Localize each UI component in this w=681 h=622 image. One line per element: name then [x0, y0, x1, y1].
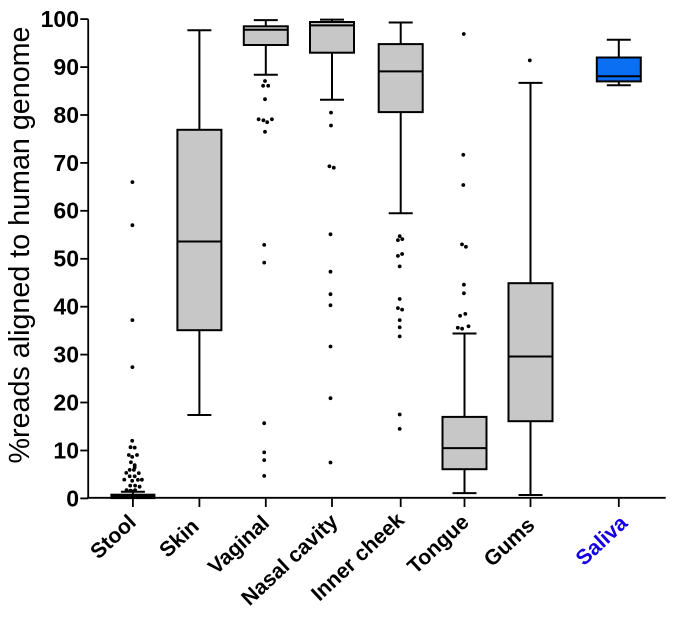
svg-text:40: 40 — [53, 294, 79, 320]
svg-text:90: 90 — [53, 54, 79, 80]
svg-text:50: 50 — [53, 246, 79, 272]
svg-text:80: 80 — [53, 102, 79, 128]
svg-text:30: 30 — [53, 342, 79, 368]
svg-text:60: 60 — [53, 198, 79, 224]
svg-text:%reads aligned to human genome: %reads aligned to human genome — [4, 27, 36, 464]
svg-text:10: 10 — [53, 437, 79, 463]
svg-text:70: 70 — [53, 150, 79, 176]
svg-text:0: 0 — [66, 485, 79, 511]
svg-text:20: 20 — [53, 389, 79, 415]
svg-text:100: 100 — [41, 6, 79, 32]
